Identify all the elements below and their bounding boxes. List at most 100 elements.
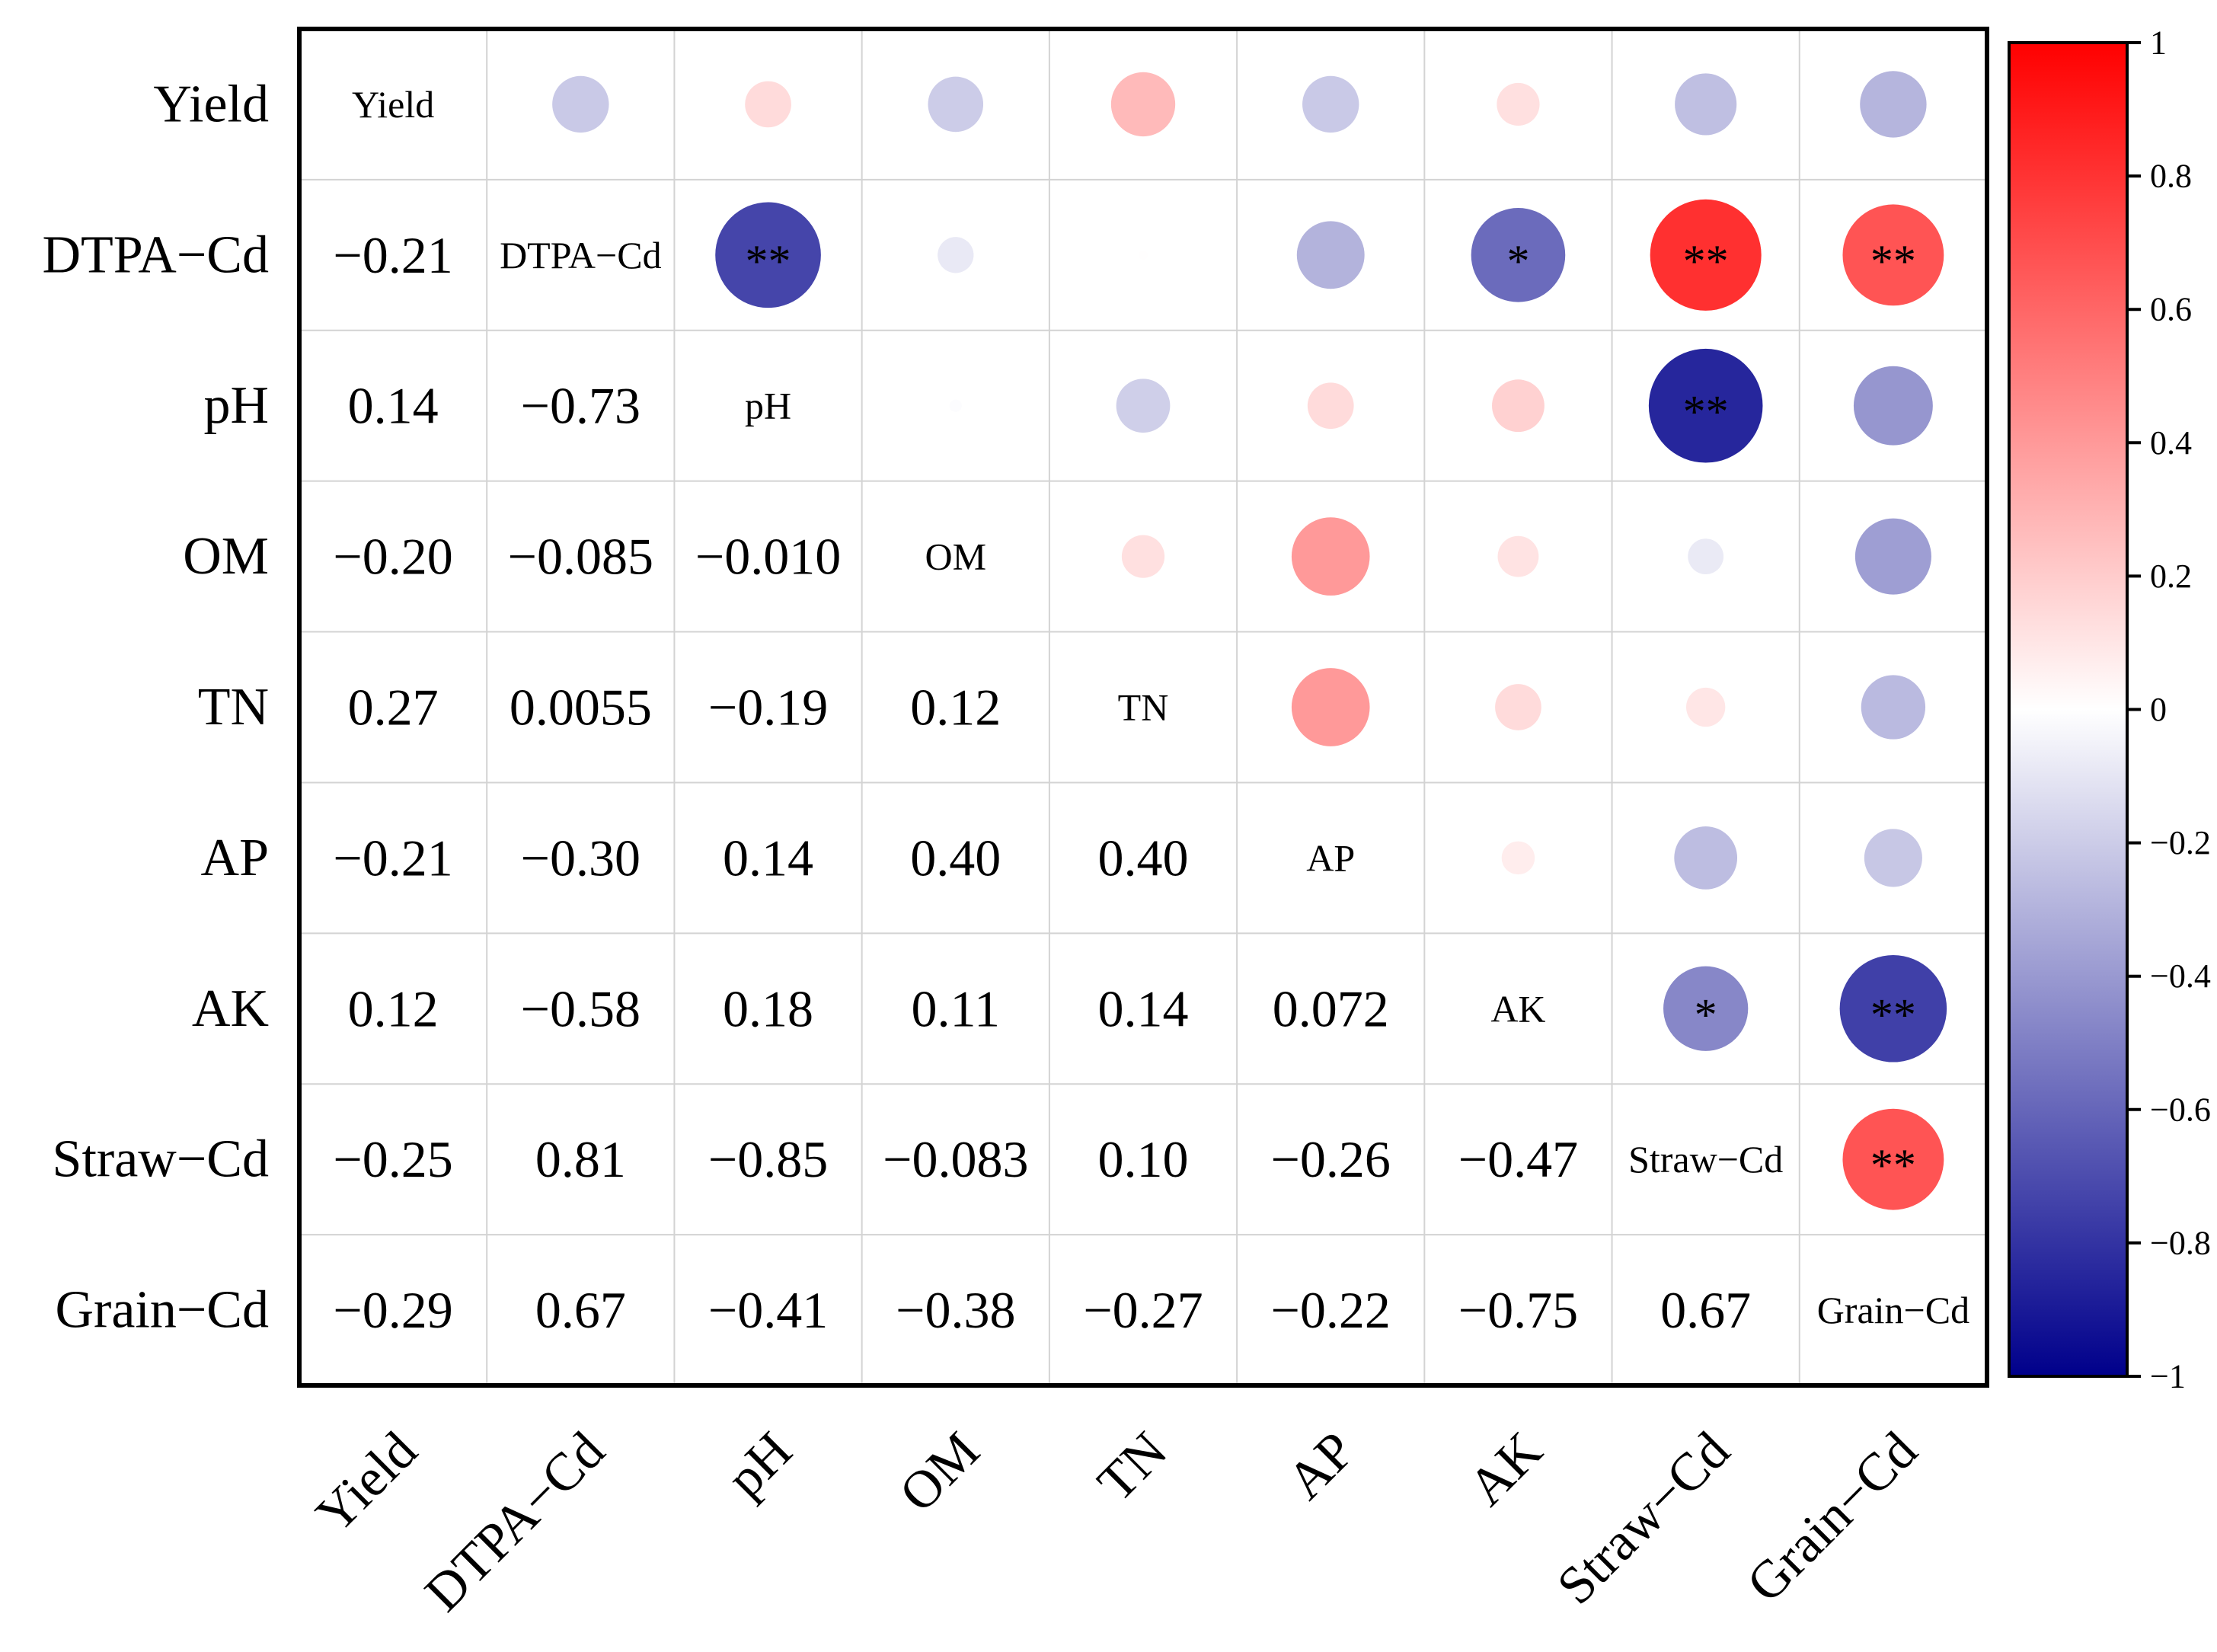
correlation-value: −0.41 xyxy=(708,1281,828,1339)
diagonal-label: DTPA−Cd xyxy=(500,234,662,276)
correlation-circle xyxy=(1854,518,1931,595)
correlation-circle xyxy=(1116,379,1171,433)
y-tick-label-ap: AP xyxy=(201,829,269,887)
correlation-value: −0.085 xyxy=(508,528,653,586)
y-tick-label-dtpa-cd: DTPA−Cd xyxy=(42,225,269,284)
correlation-circle xyxy=(1110,72,1176,137)
diagonal-label: Yield xyxy=(352,83,434,126)
y-tick-label-grain-cd: Grain−Cd xyxy=(55,1281,269,1340)
colorbar-tick-label: −0.8 xyxy=(2150,1224,2211,1261)
correlation-circle xyxy=(1302,75,1359,133)
correlation-circle xyxy=(938,237,974,273)
correlation-circle xyxy=(1860,71,1927,138)
correlation-circle xyxy=(1842,1108,1944,1210)
correlation-circle xyxy=(1291,668,1370,746)
colorbar-tick-label: 0.2 xyxy=(2150,558,2192,595)
colorbar-tick-label: 0.6 xyxy=(2150,291,2192,328)
colorbar-tick-label: 0 xyxy=(2150,691,2167,728)
correlation-value: −0.47 xyxy=(1458,1130,1578,1188)
correlation-value: 0.67 xyxy=(535,1281,626,1339)
significance-mark: * xyxy=(1506,236,1529,286)
correlation-circle xyxy=(1291,517,1370,596)
y-axis-labels: Yield DTPA−Cd pH OM TN AP AK Straw−Cd Grain−Cd xyxy=(42,75,269,1339)
correlation-value: −0.22 xyxy=(1271,1281,1391,1339)
correlation-circle xyxy=(1675,73,1737,136)
correlation-value: 0.40 xyxy=(910,829,1001,887)
correlation-circle xyxy=(928,76,984,133)
diagonal-label: pH xyxy=(745,385,791,427)
diagonal-label: AP xyxy=(1306,836,1355,879)
correlation-value: 0.12 xyxy=(348,979,439,1037)
correlation-value: 0.81 xyxy=(535,1130,626,1188)
colorbar-gradient xyxy=(2008,41,2129,1378)
diagonal-label: Grain−Cd xyxy=(1817,1289,1969,1331)
correlation-value: 0.14 xyxy=(1098,979,1189,1037)
y-tick-label-ak: AK xyxy=(192,979,269,1038)
correlation-circle xyxy=(1842,204,1944,306)
correlation-value: 0.10 xyxy=(1098,1130,1189,1188)
colorbar-tick-label: 1 xyxy=(2150,24,2167,62)
grid-lines xyxy=(299,29,1987,1385)
correlation-circle xyxy=(552,75,609,133)
correlation-value: 0.40 xyxy=(1098,829,1189,887)
matrix-cells: Yield−0.21 DTPA−Cd ** * ** **0.14 −0.73 pH **−0.… xyxy=(333,71,1969,1339)
correlation-value: −0.85 xyxy=(708,1130,828,1188)
x-tick-label-straw-cd: Straw−Cd xyxy=(1546,1421,1741,1616)
correlation-value: 0.0055 xyxy=(510,679,652,737)
correlation-value: −0.38 xyxy=(896,1281,1015,1339)
x-tick-label-ak: AK xyxy=(1458,1421,1554,1517)
correlation-value: 0.072 xyxy=(1273,979,1389,1037)
correlation-circle xyxy=(1861,675,1926,740)
x-tick-label-dtpa-cd: DTPA−Cd xyxy=(414,1421,616,1623)
colorbar-tick-label: 0.8 xyxy=(2150,158,2192,195)
plot-frame xyxy=(297,27,1989,1388)
colorbar-tick-label: −0.4 xyxy=(2150,957,2211,995)
correlation-circle xyxy=(1501,841,1535,875)
correlation-value: −0.21 xyxy=(333,829,452,887)
correlation-circle xyxy=(1864,829,1922,887)
correlation-value: 0.67 xyxy=(1660,1281,1751,1339)
correlation-value: −0.30 xyxy=(521,829,641,887)
x-tick-label-tn: TN xyxy=(1087,1421,1178,1513)
colorbar-tick-label: −0.6 xyxy=(2150,1091,2211,1128)
correlation-value: −0.083 xyxy=(883,1130,1028,1188)
correlation-circle xyxy=(745,81,791,128)
correlation-circle xyxy=(1853,366,1933,446)
diagonal-label: OM xyxy=(925,535,986,578)
correlation-value: −0.73 xyxy=(521,377,641,435)
correlation-value: −0.75 xyxy=(1458,1281,1578,1339)
x-tick-label-ap: AP xyxy=(1276,1421,1366,1511)
y-tick-label-tn: TN xyxy=(198,678,269,737)
correlation-circle xyxy=(1648,348,1763,463)
diagonal-label: AK xyxy=(1490,987,1545,1030)
correlation-circle xyxy=(1497,82,1540,126)
correlation-circle xyxy=(1688,538,1724,574)
correlation-circle xyxy=(1686,687,1726,727)
colorbar-tick-label: −1 xyxy=(2150,1358,2186,1395)
correlation-circle xyxy=(1663,966,1749,1051)
x-tick-label-ph: pH xyxy=(716,1421,803,1509)
correlation-value: −0.27 xyxy=(1083,1281,1203,1339)
correlation-value: 0.18 xyxy=(723,979,813,1037)
colorbar: 1 0.8 0.6 0.4 0.2 0 −0.2 −0.4 −0.6 −0.8 −1 xyxy=(2008,24,2211,1395)
correlation-value: 0.11 xyxy=(912,979,1000,1037)
correlation-circle xyxy=(1307,382,1354,430)
diagonal-label: Straw−Cd xyxy=(1628,1138,1783,1181)
correlation-value: −0.20 xyxy=(333,528,452,586)
correlation-value: −0.25 xyxy=(333,1130,452,1188)
significance-mark: ** xyxy=(1870,236,1916,286)
correlation-value: 0.14 xyxy=(348,377,439,435)
y-tick-label-ph: pH xyxy=(203,376,269,435)
correlation-value: −0.26 xyxy=(1271,1130,1391,1188)
correlation-value: −0.010 xyxy=(695,528,841,586)
correlation-circle xyxy=(1839,955,1947,1062)
correlation-value: −0.58 xyxy=(521,979,641,1037)
correlation-circle xyxy=(1121,535,1165,578)
significance-mark: ** xyxy=(746,236,791,286)
correlation-circle xyxy=(949,399,962,412)
colorbar-tick-label: 0.4 xyxy=(2150,424,2192,462)
significance-mark: ** xyxy=(1870,1140,1916,1190)
correlation-value: −0.21 xyxy=(333,226,452,284)
